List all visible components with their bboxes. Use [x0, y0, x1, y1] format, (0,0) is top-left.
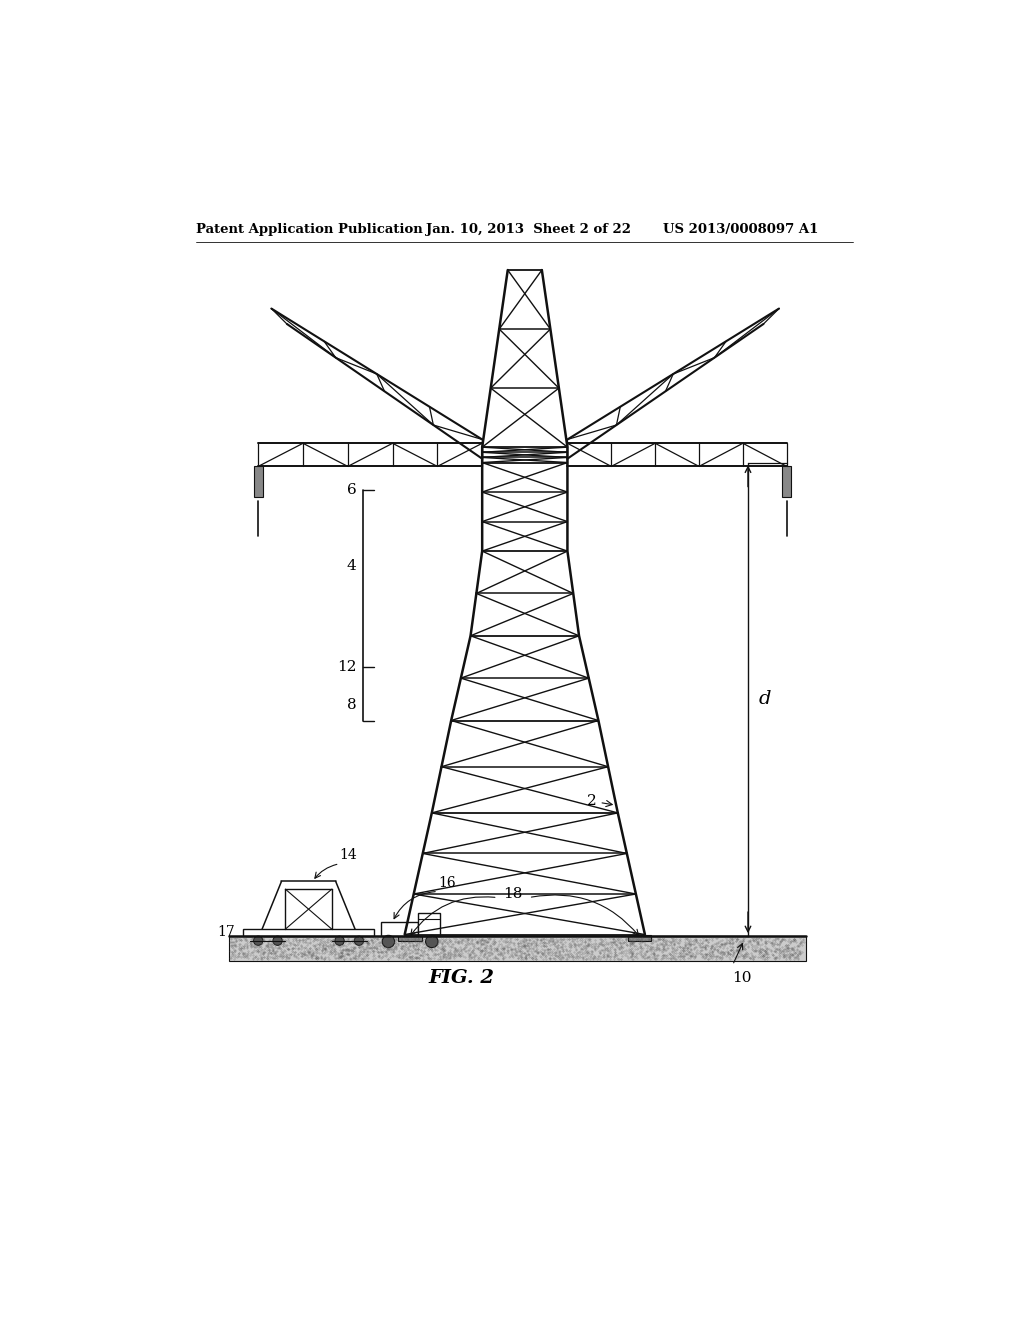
Bar — [398, 935, 422, 941]
Circle shape — [354, 936, 364, 945]
Text: 14: 14 — [340, 849, 357, 862]
Bar — [782, 466, 792, 498]
Text: FIG. 2: FIG. 2 — [428, 969, 495, 987]
Circle shape — [273, 936, 283, 945]
Bar — [228, 936, 806, 961]
Circle shape — [426, 936, 438, 948]
Text: US 2013/0008097 A1: US 2013/0008097 A1 — [663, 223, 818, 236]
Text: 8: 8 — [347, 698, 356, 711]
Text: 6: 6 — [347, 483, 356, 496]
Bar — [254, 466, 263, 498]
Circle shape — [382, 936, 394, 948]
Text: 4: 4 — [347, 560, 356, 573]
Bar — [418, 913, 439, 936]
Circle shape — [335, 936, 344, 945]
Bar — [381, 923, 418, 936]
Text: 2: 2 — [587, 795, 612, 808]
Circle shape — [254, 936, 263, 945]
Text: 17: 17 — [217, 925, 234, 940]
Text: Jan. 10, 2013  Sheet 2 of 22: Jan. 10, 2013 Sheet 2 of 22 — [426, 223, 632, 236]
Bar — [628, 935, 651, 941]
Text: Patent Application Publication: Patent Application Publication — [197, 223, 423, 236]
Text: d: d — [759, 690, 771, 709]
Text: 10: 10 — [732, 970, 752, 985]
Bar — [243, 929, 375, 936]
Text: 18: 18 — [504, 887, 523, 900]
Text: 16: 16 — [438, 876, 456, 890]
Text: 12: 12 — [337, 660, 356, 673]
